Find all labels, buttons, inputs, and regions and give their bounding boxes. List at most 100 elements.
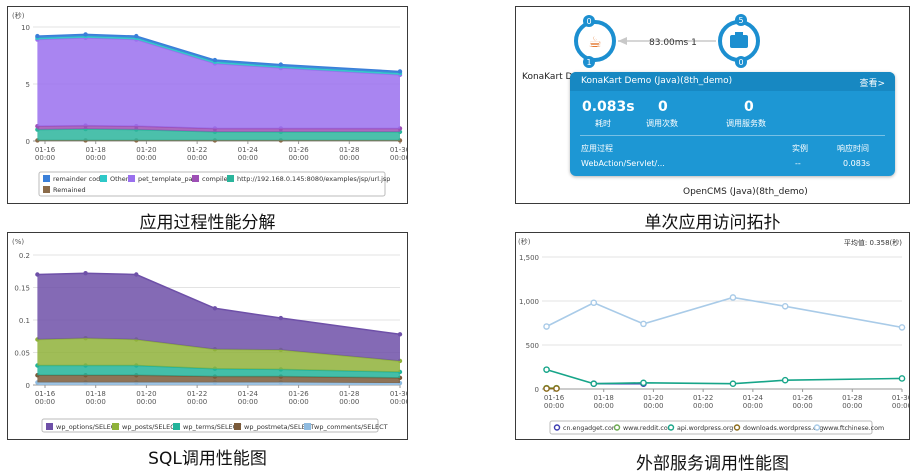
metric-calls-label: 调用次数 [646,119,678,128]
legend-marker [813,424,821,431]
legend-label: remainder code [53,175,104,183]
x-tick-label-time: 00:00 [339,154,359,162]
legend-label: Remained [53,186,86,194]
x-tick-label-time: 00:00 [339,398,359,406]
legend-swatch [112,423,119,430]
x-tick-label-time: 00:00 [792,402,812,410]
legend-label: Other [110,175,129,183]
left-badge-top [583,15,595,27]
x-tick-label-time: 00:00 [35,398,55,406]
x-tick-label-date: 01-24 [238,390,259,398]
java-icon: ☕ [588,33,601,51]
col-process: 应用过程 [581,144,613,153]
data-point [590,380,598,388]
y-axis-label: (%) [12,238,24,246]
x-tick-label-date: 01-30 [390,146,407,154]
metric-calls-value: 0 [658,99,668,115]
legend-swatch [43,175,50,182]
card-title: KonaKart Demo (Java)(8th_demo) [581,76,733,86]
x-tick-label-date: 01-28 [339,390,359,398]
edge-label: 83.00ms 1 [649,38,697,48]
data-point [553,385,560,392]
legend-label: wp_terms/SELECT [183,423,241,431]
data-point [898,375,906,382]
y-tick-label: 5 [26,81,30,89]
external-panel: 0 500 1,000 1,500 (秒) 01-16 00:00 01-18 00:00 01-… [515,232,912,440]
data-point [212,57,218,63]
right-node[interactable]: 5 0 [718,14,760,68]
external-chart: 05001,0001,500(秒)01-1600:0001-1800:0001-… [518,237,912,435]
x-tick-label-date: 01-24 [743,394,764,402]
legend-label: downloads.wordpress.org [743,425,823,432]
bottom-node-label: OpenCMS (Java)(8th_demo) [683,187,808,197]
x-tick-label-time: 00:00 [288,154,308,162]
sql-caption: SQL调用性能图 [148,449,267,469]
average-label: 平均值: 0.358(秒) [844,238,902,247]
data-point [212,306,218,311]
data-point [543,366,550,373]
legend-marker [613,424,621,431]
x-tick-label-time: 00:00 [743,402,763,410]
y-tick-label: 500 [526,342,539,350]
x-tick-label-time: 00:00 [35,154,55,162]
left-badge-bottom [583,56,595,68]
row-instance: -- [795,159,801,168]
data-point [134,33,139,39]
x-tick-label-time: 00:00 [187,154,207,162]
y-tick-label: 0 [26,138,30,146]
x-tick-label-date: 01-30 [390,390,407,398]
left-badge-top-text: 0 [586,17,591,26]
x-tick-label-date: 01-28 [842,394,862,402]
right-badge-bottom [735,56,747,68]
area-series [37,338,401,372]
y-axis-label: (秒) [518,237,531,246]
legend-label: wp_posts/SELECT [122,423,179,431]
x-tick-label-date: 01-30 [892,394,909,402]
area-series [37,365,401,378]
data-point [729,380,737,388]
right-badge-bottom-text: 0 [738,58,743,67]
data-point [35,272,40,277]
x-tick-label-time: 00:00 [594,402,614,410]
topology-graph: 83.00ms 1 ☕ 0 1 KonaKart Dem 5 0 OpenCMS… [522,14,808,197]
x-tick-label-time: 00:00 [390,154,407,162]
x-tick-label-time: 00:00 [187,398,207,406]
external-caption: 外部服务调用性能图 [636,454,789,474]
legend-label: api.wordpress.org [677,425,733,432]
left-node[interactable]: ☕ 0 1 [574,15,616,68]
x-tick-label-time: 00:00 [643,402,663,410]
x-tick-label-date: 01-20 [136,390,156,398]
legend-swatch [43,186,50,193]
series-line [37,33,401,73]
data-point [543,385,550,392]
node-detail-card: KonaKart Demo (Java)(8th_demo) 查看> 0.083… [570,72,895,176]
data-point [134,272,139,277]
card-view-link[interactable]: 查看> [859,79,885,89]
data-point [83,271,88,276]
legend-label: wp_options/SELECT [56,423,119,431]
data-point [640,320,647,328]
y-tick-label: 0 [26,382,30,390]
row-process[interactable]: WebAction/Servlet/... [581,159,665,168]
legend-label: http://192.168.0.145:8080/examples/jsp/u… [237,175,390,183]
data-point [543,323,550,330]
x-tick-label-time: 00:00 [238,154,258,162]
card-header [570,72,895,91]
data-point [590,299,598,307]
legend-swatch [173,423,180,430]
x-tick-label-time: 00:00 [842,402,862,410]
x-tick-label-date: 01-22 [187,146,207,154]
area-series [37,37,401,129]
metric-services-value: 0 [744,99,754,115]
data-point [397,69,403,74]
metric-time-value: 0.083s [582,99,635,115]
legend-swatch [304,423,311,430]
row-response: 0.083s [843,159,871,168]
legend-label: pet_template_part [138,175,198,183]
x-tick-label-date: 01-20 [136,146,156,154]
y-tick-label: 0.05 [14,350,30,358]
legend-box [41,418,379,433]
service-icon [730,35,748,48]
data-point [781,302,789,310]
